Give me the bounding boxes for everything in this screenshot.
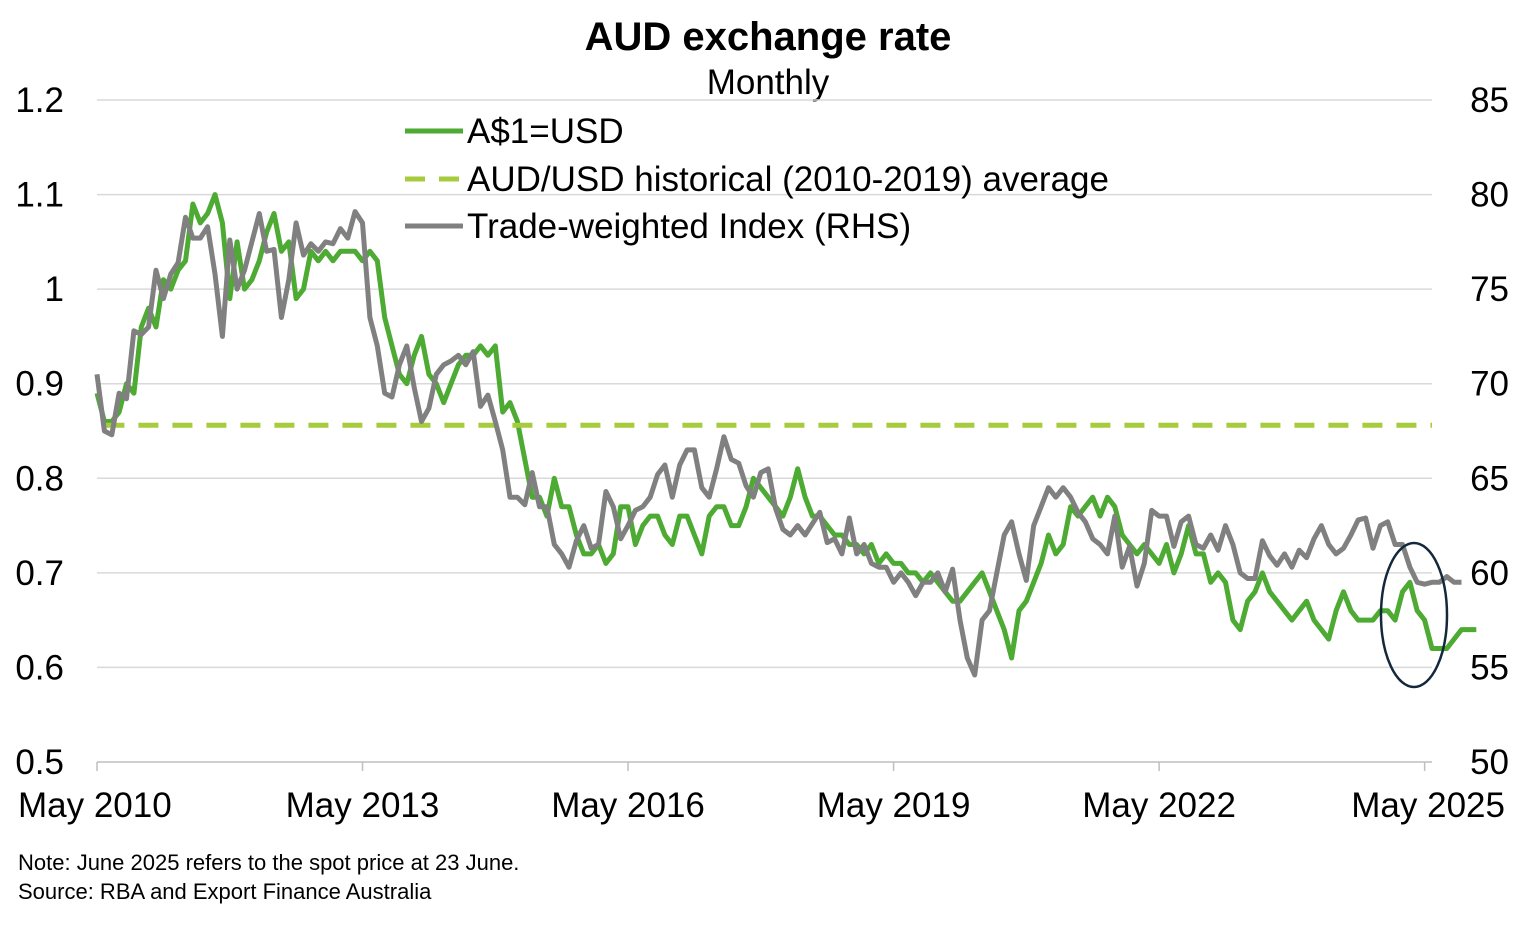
highlight-ellipse: [1379, 541, 1449, 689]
y-left-tick-label: 1: [45, 270, 64, 309]
y-left-tick-label: 0.7: [15, 554, 64, 593]
x-tick-label: May 2016: [551, 786, 705, 825]
gridlines: [97, 99, 1432, 669]
y-left-tick-label: 0.9: [15, 365, 64, 404]
y-left-tick-label: 0.5: [15, 743, 64, 782]
x-tick-label: May 2010: [18, 786, 172, 825]
note-text: Note: June 2025 refers to the spot price…: [18, 850, 520, 875]
y-right-tick-label: 55: [1470, 648, 1509, 687]
series-line-0: [94, 192, 1477, 661]
legend-label: A$1=USD: [467, 112, 624, 151]
series-line-2: [94, 209, 1462, 678]
chart-title: AUD exchange rate: [585, 15, 952, 59]
x-tick-label: May 2025: [1351, 786, 1505, 825]
x-tick-label: May 2013: [286, 786, 440, 825]
y-right-tick-label: 70: [1470, 365, 1509, 404]
y-left-tick-label: 1.2: [15, 81, 64, 120]
y-left-tick-label: 1.1: [15, 176, 64, 215]
y-right-tick-label: 85: [1470, 81, 1509, 120]
y-right-tick-label: 50: [1470, 743, 1509, 782]
y-right-tick-label: 80: [1470, 176, 1509, 215]
x-tick-label: May 2019: [817, 786, 971, 825]
y-left-tick-label: 0.6: [15, 648, 64, 687]
legend-label: Trade-weighted Index (RHS): [467, 207, 911, 246]
y-right-tick-label: 65: [1470, 459, 1509, 498]
chart-subtitle: Monthly: [707, 63, 830, 102]
y-right-tick-label: 75: [1470, 270, 1509, 309]
y-left-tick-label: 0.8: [15, 459, 64, 498]
legend-label: AUD/USD historical (2010-2019) average: [467, 160, 1109, 199]
y-right-tick-label: 60: [1470, 554, 1509, 593]
axes: 0.5 0.6 0.7 0.8 0.9 1 1.1 1.2 50 55 60 65 70 75 80 85 Ma…: [15, 81, 1509, 825]
source-text: Source: RBA and Export Finance Australia: [18, 879, 432, 904]
x-tick-label: May 2022: [1082, 786, 1236, 825]
legend: A$1=USD AUD/USD historical (2010-2019) av…: [405, 112, 1109, 246]
series-lines: [94, 192, 1477, 678]
